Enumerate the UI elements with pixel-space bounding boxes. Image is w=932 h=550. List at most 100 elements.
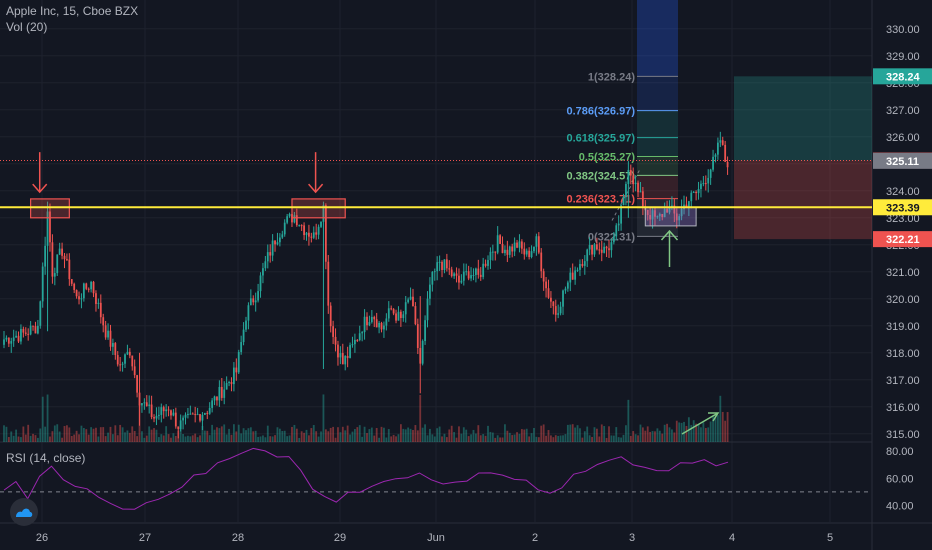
- candle-body: [153, 417, 155, 419]
- candle-body: [671, 205, 673, 207]
- volume-bar: [203, 430, 206, 442]
- candle-body: [593, 244, 596, 255]
- candle-body: [145, 402, 148, 406]
- resistance-box[interactable]: [30, 198, 70, 219]
- candle-body: [36, 325, 39, 334]
- volume-bar: [276, 427, 279, 442]
- volume-bar: [540, 425, 543, 442]
- volume-bar: [356, 427, 359, 442]
- stop-loss-zone[interactable]: [734, 160, 872, 240]
- volume-bar: [7, 437, 10, 442]
- candle-body: [462, 271, 465, 281]
- volume-trend-arrow-icon[interactable]: [681, 412, 719, 435]
- candle-body: [547, 288, 550, 298]
- candle-body: [351, 344, 354, 346]
- volume-bar: [283, 430, 286, 442]
- candle-body: [709, 169, 712, 178]
- candle-body: [491, 251, 494, 253]
- volume-bar: [719, 395, 722, 442]
- fib-level-label: 0.382(324.57): [567, 170, 636, 182]
- candle-body: [373, 316, 376, 320]
- candle-body: [436, 262, 439, 272]
- reversal-box[interactable]: [644, 206, 697, 227]
- fibonacci-retracement[interactable]: 1(328.24) 0.786(326.97) 0.618(325.97) 0.5(3…: [567, 0, 679, 243]
- candle-body: [29, 325, 32, 335]
- volume-bar: [252, 431, 255, 442]
- volume-bar: [300, 431, 303, 442]
- price-axis-tag[interactable]: [873, 68, 932, 85]
- volume-bar: [397, 434, 400, 442]
- symbol-legend[interactable]: Apple Inc, 15, Cboe BZX: [6, 4, 139, 18]
- volume-legend[interactable]: Vol (20): [6, 20, 48, 34]
- volume-bar: [44, 426, 47, 442]
- candle-body: [358, 333, 361, 341]
- volume-bar: [87, 434, 90, 442]
- candle-body: [610, 242, 613, 251]
- price-axis-tag[interactable]: [873, 199, 932, 216]
- rsi-pane: [0, 447, 872, 510]
- profit-zone[interactable]: [734, 76, 872, 161]
- volume-bar: [395, 436, 397, 442]
- candle-body: [194, 413, 197, 415]
- volume-bar: [721, 411, 724, 442]
- candle-body: [421, 341, 424, 364]
- volume-bar: [615, 427, 618, 442]
- candle-body: [484, 263, 487, 266]
- volume-bar: [334, 437, 337, 442]
- volume-bar: [218, 428, 221, 442]
- volume-bar: [494, 437, 497, 442]
- candle-body: [160, 407, 163, 415]
- volume-bar: [448, 429, 451, 442]
- volume-bar: [675, 420, 678, 442]
- candle-body: [690, 192, 693, 202]
- horizontal-lines[interactable]: [0, 160, 872, 209]
- tradingview-logo-icon[interactable]: [10, 498, 38, 526]
- volume-bar: [242, 428, 245, 442]
- candle-body: [455, 273, 458, 276]
- volume-bar: [559, 435, 562, 442]
- candle-body: [80, 298, 83, 300]
- candle-body: [666, 209, 668, 213]
- volume-bar: [465, 429, 468, 442]
- annotation-arrows[interactable]: [32, 152, 720, 435]
- volume-bar: [61, 437, 63, 442]
- candle-body: [479, 274, 482, 277]
- candle-body: [395, 313, 397, 321]
- volume-bar: [608, 426, 610, 442]
- volume-bar: [450, 425, 453, 442]
- candle-body: [116, 355, 119, 365]
- candle-body: [245, 320, 247, 330]
- volume-bar: [477, 425, 480, 442]
- price-axis-tag[interactable]: [873, 152, 932, 169]
- candle-body: [392, 309, 395, 314]
- volume-bar: [516, 432, 518, 442]
- candle-body: [574, 270, 577, 280]
- volume-bar: [712, 416, 714, 442]
- price-axis-tag[interactable]: [873, 231, 932, 248]
- candle-body: [576, 269, 579, 271]
- candle-body: [416, 324, 419, 348]
- candle-body: [303, 225, 305, 236]
- candle-body: [501, 243, 504, 254]
- trade-position[interactable]: [734, 76, 872, 240]
- axes: 315.00 316.00 317.00 318.00 319.00 320.00 321.…: [36, 24, 932, 544]
- volume-bar: [27, 424, 30, 442]
- candle-body: [419, 347, 422, 364]
- candle-body: [220, 386, 223, 398]
- volume-bar: [245, 430, 247, 442]
- candle-body: [112, 343, 114, 347]
- candlesticks: [3, 131, 729, 439]
- rsi-legend[interactable]: RSI (14, close): [6, 451, 86, 465]
- annotation-boxes[interactable]: [30, 198, 697, 227]
- candle-body: [622, 197, 625, 206]
- volume-bar: [649, 431, 652, 442]
- volume-bar: [327, 431, 330, 442]
- resistance-box[interactable]: [291, 198, 346, 219]
- candle-body: [458, 275, 460, 283]
- volume-bar: [136, 436, 138, 442]
- candle-body: [412, 296, 414, 307]
- candle-body: [249, 298, 252, 306]
- volume-bar: [150, 429, 153, 442]
- candle-body: [78, 296, 80, 300]
